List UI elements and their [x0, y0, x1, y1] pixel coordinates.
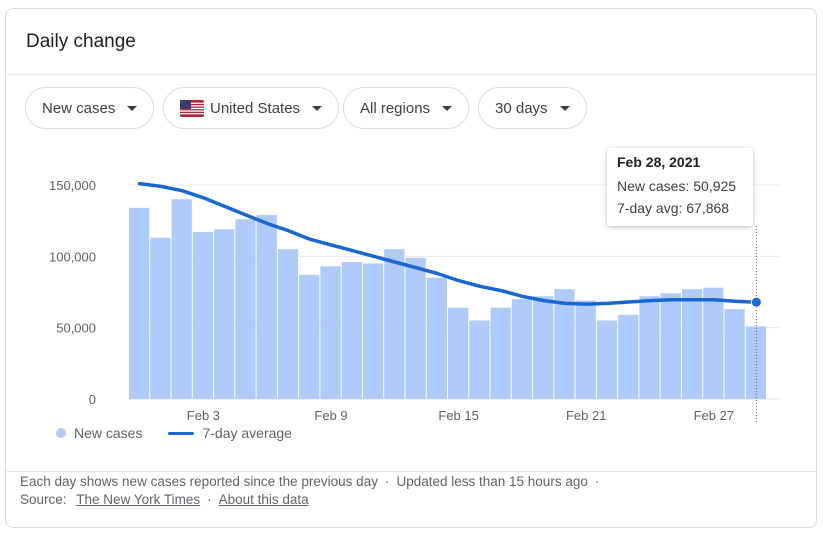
x-tick-label: Feb 27	[694, 408, 734, 423]
highlighted-point	[750, 296, 762, 308]
new-cases-bar[interactable]	[426, 277, 447, 399]
new-cases-bar[interactable]	[192, 232, 214, 399]
card-title: Daily change	[26, 31, 136, 52]
region-dropdown-label: All regions	[360, 99, 431, 117]
new-cases-bar[interactable]	[554, 289, 575, 399]
tooltip-date: Feb 28, 2021	[617, 154, 701, 170]
chart-tooltip: Feb 28, 2021 New cases: 50,925 7-day avg…	[607, 148, 753, 226]
new-cases-bar[interactable]	[235, 219, 256, 399]
us-flag-icon	[180, 99, 204, 117]
new-cases-bar[interactable]	[214, 229, 235, 399]
seven-day-average-line	[137, 181, 759, 306]
chart-legend: New cases 7-day average	[56, 425, 292, 441]
footer-divider	[6, 471, 816, 472]
location-dropdown-label: United States	[210, 99, 301, 117]
new-cases-bar[interactable]	[299, 274, 320, 399]
new-cases-bar[interactable]	[618, 314, 639, 399]
footer-description: Each day shows new cases reported since …	[20, 474, 378, 489]
chevron-down-icon	[559, 105, 570, 111]
x-tick-label: Feb 3	[187, 408, 220, 423]
x-tick-label: Feb 15	[438, 408, 478, 423]
new-cases-bar[interactable]	[703, 287, 724, 399]
footer-separator: ·	[594, 474, 600, 489]
new-cases-bar[interactable]	[596, 320, 618, 399]
new-cases-bar[interactable]	[256, 214, 277, 399]
footer-source-label: Source:	[20, 492, 67, 507]
legend-bar-swatch	[56, 428, 66, 438]
x-tick-label: Feb 21	[566, 408, 606, 423]
chevron-down-icon	[127, 105, 138, 111]
new-cases-bar[interactable]	[681, 289, 703, 399]
footer-separator: ·	[207, 492, 212, 507]
tooltip-average: 7-day avg: 67,868	[617, 200, 730, 216]
new-cases-bar[interactable]	[469, 320, 490, 399]
y-tick-label: 50,000	[56, 321, 96, 336]
new-cases-bar[interactable]	[405, 257, 426, 399]
new-cases-bar[interactable]	[660, 293, 681, 399]
y-tick-label: 100,000	[49, 249, 96, 264]
legend-line-swatch	[168, 431, 195, 435]
y-tick-label: 0	[89, 392, 96, 407]
about-data-link[interactable]: About this data	[218, 492, 309, 507]
footer-separator: ·	[384, 474, 390, 489]
new-cases-bar[interactable]	[490, 307, 511, 399]
metric-dropdown-label: New cases	[42, 99, 116, 117]
new-cases-bar[interactable]	[511, 299, 533, 399]
new-cases-bar[interactable]	[341, 262, 362, 399]
new-cases-bar[interactable]	[150, 237, 171, 399]
new-cases-bar[interactable]	[448, 307, 469, 399]
new-cases-bar[interactable]	[129, 207, 150, 399]
region-dropdown[interactable]: All regions	[343, 87, 470, 129]
new-cases-bar[interactable]	[362, 263, 384, 399]
y-tick-label: 150,000	[49, 178, 96, 193]
new-cases-bar[interactable]	[171, 199, 192, 399]
new-cases-bar[interactable]	[320, 266, 341, 399]
legend-bar-label: New cases	[74, 425, 143, 441]
new-cases-bar[interactable]	[745, 326, 766, 399]
chevron-down-icon	[312, 105, 323, 111]
new-cases-bar[interactable]	[724, 309, 745, 399]
metric-dropdown[interactable]: New cases	[25, 87, 155, 129]
tooltip-new-cases: New cases: 50,925	[617, 178, 737, 194]
footer-updated: Updated less than 15 hours ago	[396, 474, 588, 489]
x-tick-label: Feb 9	[314, 408, 347, 423]
legend-line-label: 7-day average	[202, 425, 292, 441]
new-cases-bar[interactable]	[384, 249, 405, 399]
header-divider	[6, 74, 816, 75]
new-cases-bar[interactable]	[639, 296, 660, 399]
source-link[interactable]: The New York Times	[76, 492, 201, 507]
range-dropdown[interactable]: 30 days	[478, 87, 587, 129]
new-cases-bar[interactable]	[575, 300, 596, 399]
chart-footer: Each day shows new cases reported since …	[20, 473, 606, 509]
new-cases-bar[interactable]	[533, 296, 554, 399]
chevron-down-icon	[442, 105, 453, 111]
new-cases-bar[interactable]	[277, 249, 299, 399]
location-dropdown[interactable]: United States	[163, 87, 340, 129]
range-dropdown-label: 30 days	[495, 99, 548, 117]
